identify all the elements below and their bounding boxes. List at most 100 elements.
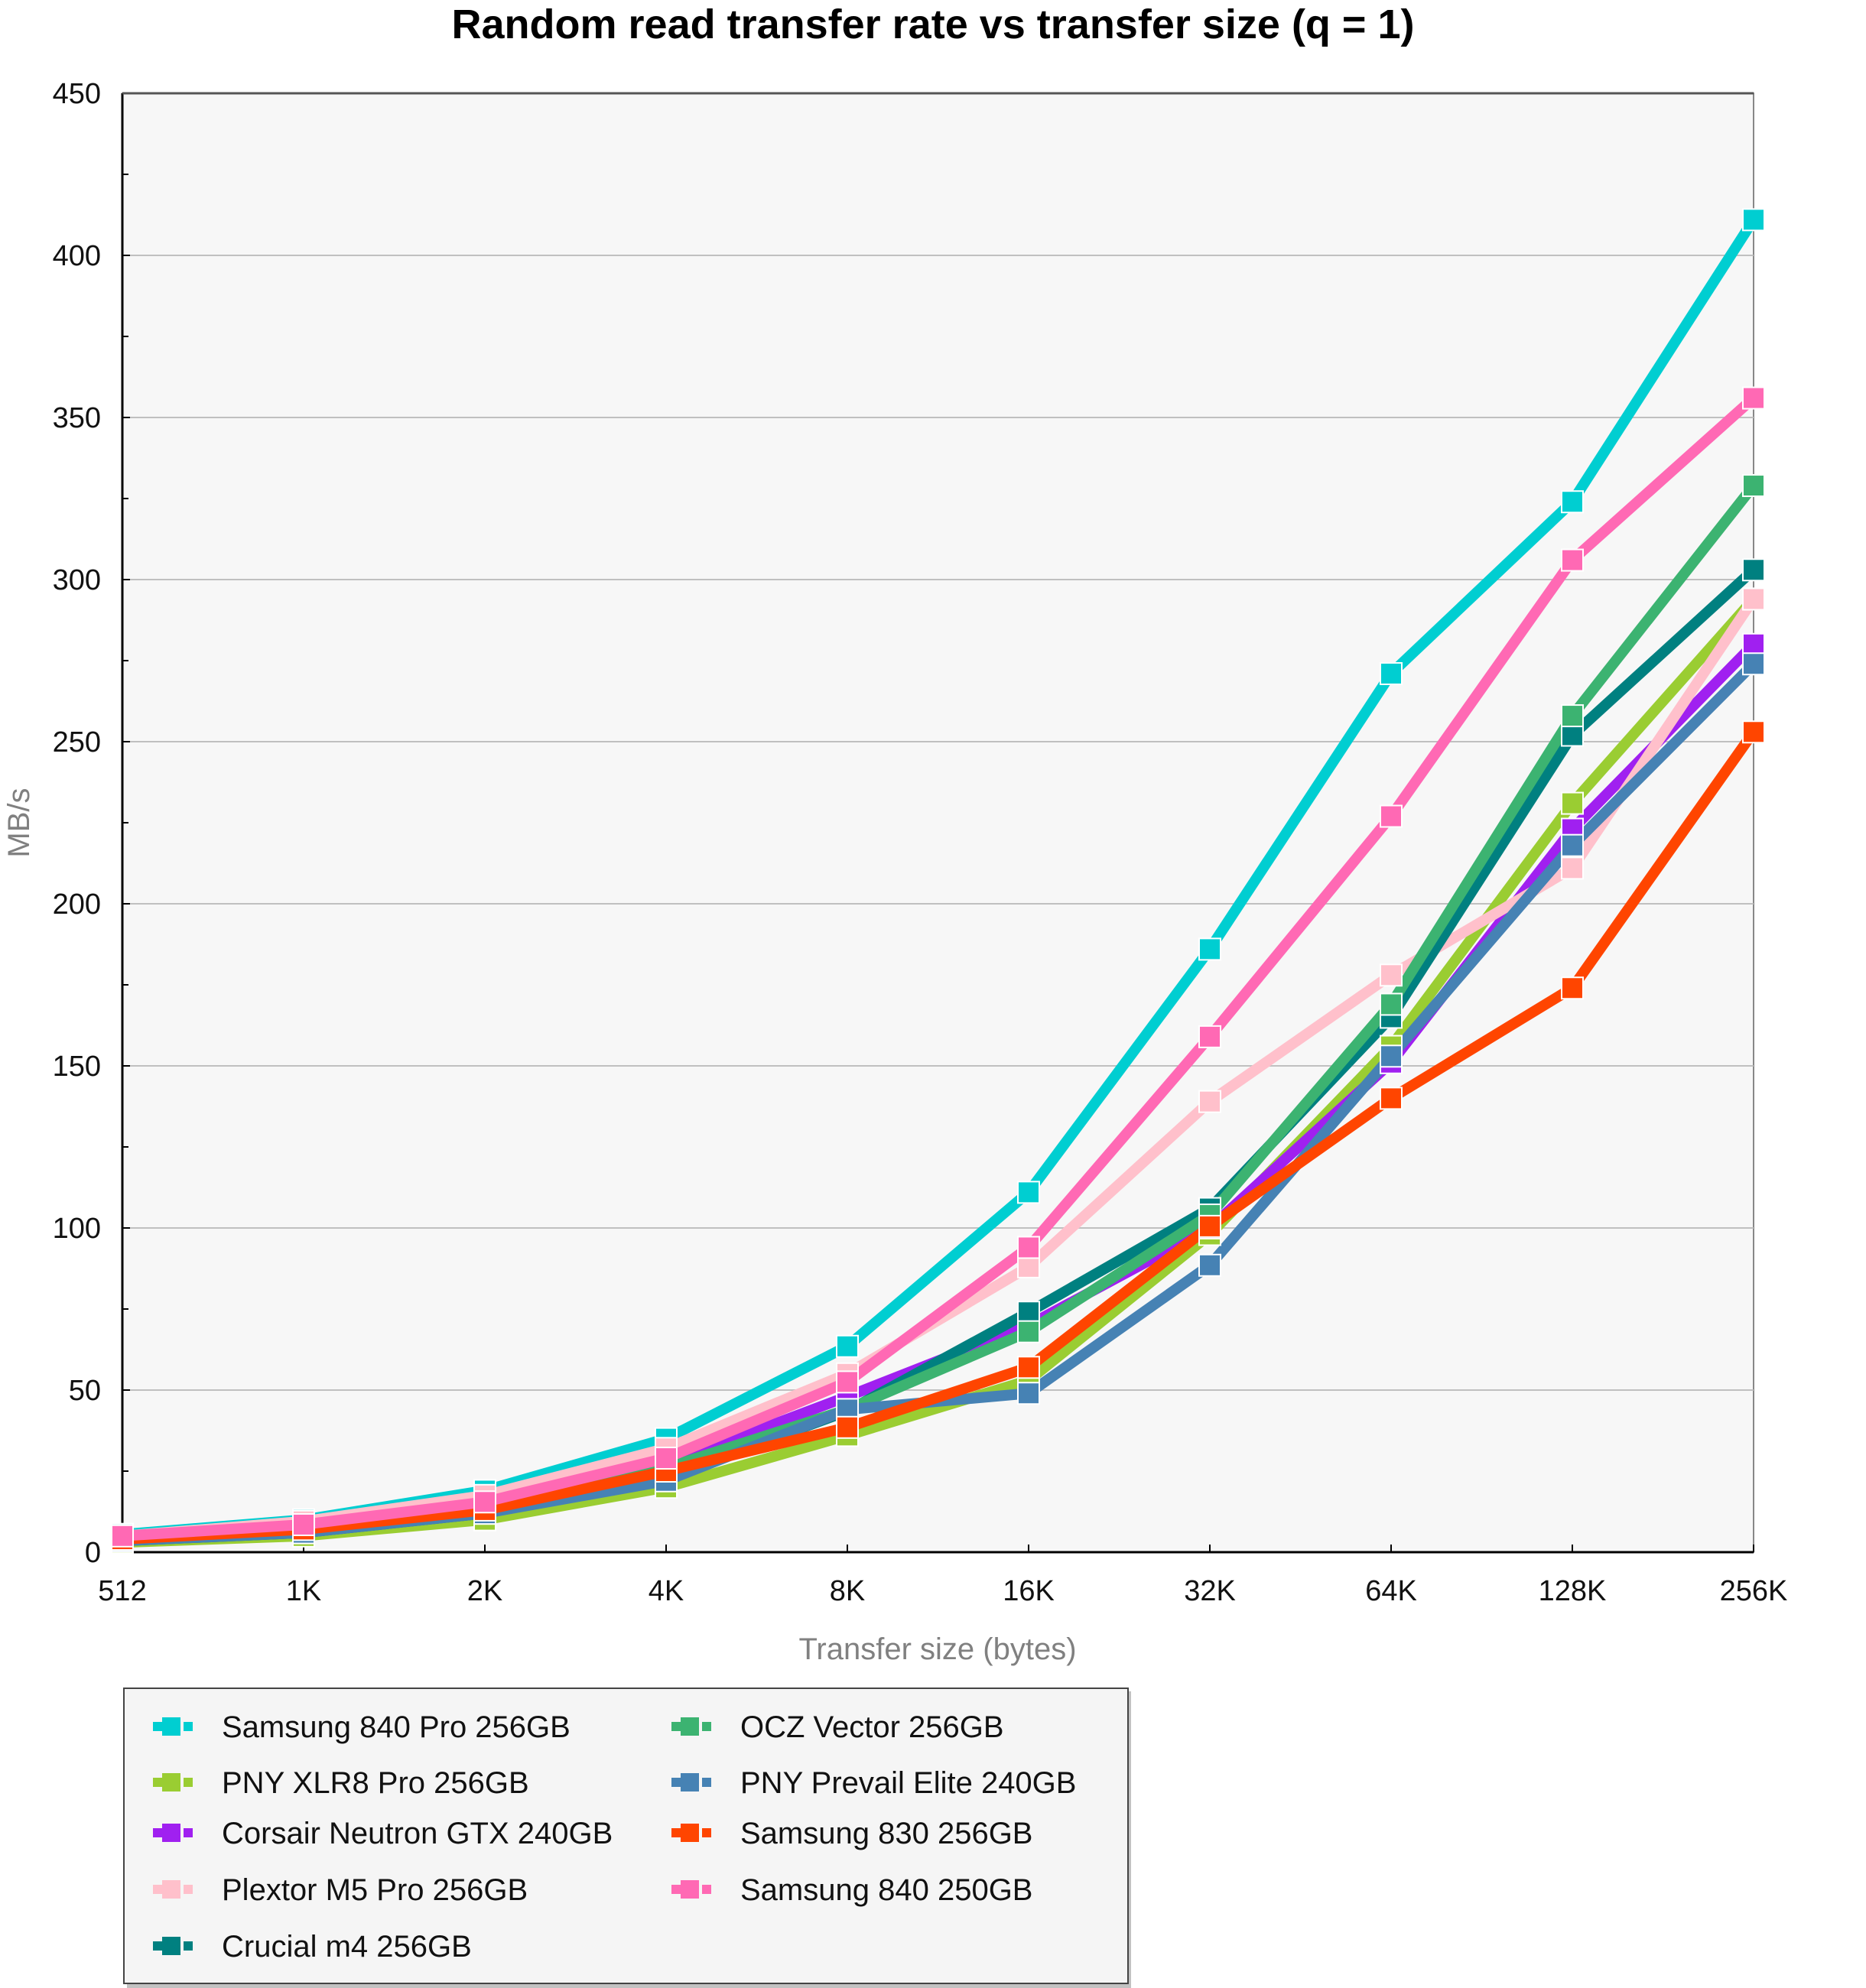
data-point xyxy=(1561,976,1584,1000)
legend-marker-icon xyxy=(162,1880,180,1899)
data-point xyxy=(1742,474,1765,498)
legend-label: PNY Prevail Elite 240GB xyxy=(740,1766,1076,1800)
gridlines xyxy=(122,255,1754,1391)
x-tick-label: 1K xyxy=(286,1575,321,1607)
y-tick-label: 400 xyxy=(53,240,101,272)
data-point xyxy=(1017,1301,1040,1324)
data-point xyxy=(655,1447,678,1470)
data-point xyxy=(1561,548,1584,572)
data-point xyxy=(836,1415,859,1439)
data-point xyxy=(473,1490,496,1514)
data-point xyxy=(1561,856,1584,880)
legend-item: PNY XLR8 Pro 256GB xyxy=(153,1766,529,1800)
legend-label: Crucial m4 256GB xyxy=(222,1930,472,1964)
x-tick-label: 128K xyxy=(1539,1575,1607,1607)
y-tick-label: 100 xyxy=(53,1213,101,1245)
data-point xyxy=(1198,1090,1221,1113)
legend-item: Corsair Neutron GTX 240GB xyxy=(153,1817,613,1850)
x-tick-label: 2K xyxy=(467,1575,502,1607)
legend-label: Samsung 830 256GB xyxy=(740,1817,1032,1850)
data-point xyxy=(1380,992,1403,1016)
data-point xyxy=(1017,1181,1040,1204)
x-axis-label: Transfer size (bytes) xyxy=(798,1632,1076,1666)
legend-item: Plextor M5 Pro 256GB xyxy=(153,1873,528,1907)
legend-marker-icon xyxy=(162,1773,180,1791)
data-point xyxy=(1198,937,1221,961)
x-tick-label: 16K xyxy=(1003,1575,1055,1607)
legend-item: Samsung 830 256GB xyxy=(671,1817,1032,1850)
x-tick-label: 4K xyxy=(649,1575,684,1607)
data-point xyxy=(1380,963,1403,987)
data-point xyxy=(1380,1087,1403,1110)
y-tick-label: 150 xyxy=(53,1051,101,1083)
data-point xyxy=(1561,704,1584,728)
y-tick-label: 450 xyxy=(53,78,101,110)
legend-marker-icon xyxy=(681,1717,699,1736)
legend-item: Crucial m4 256GB xyxy=(153,1930,472,1964)
data-point xyxy=(111,1524,134,1548)
legend-marker-icon xyxy=(681,1880,699,1899)
data-point xyxy=(1017,1320,1040,1343)
legend-item: Samsung 840 Pro 256GB xyxy=(153,1710,571,1744)
legend-label: Samsung 840 250GB xyxy=(740,1873,1032,1907)
legend-item: PNY Prevail Elite 240GB xyxy=(671,1766,1076,1800)
data-point xyxy=(1561,791,1584,815)
legend-marker-icon xyxy=(162,1717,180,1736)
y-tick-label: 250 xyxy=(53,726,101,758)
data-point xyxy=(1742,720,1765,744)
data-point xyxy=(1742,652,1765,676)
data-point xyxy=(1198,1253,1221,1277)
legend-label: Plextor M5 Pro 256GB xyxy=(222,1873,528,1907)
legend-label: OCZ Vector 256GB xyxy=(740,1710,1004,1744)
data-point xyxy=(1380,661,1403,685)
legend: Samsung 840 Pro 256GB PNY XLR8 Pro 256GB C… xyxy=(123,1688,1131,1988)
legend-marker-icon xyxy=(681,1824,699,1842)
legend-label: Samsung 840 Pro 256GB xyxy=(222,1710,571,1744)
x-tick-label: 32K xyxy=(1184,1575,1236,1607)
legend-marker-icon xyxy=(162,1824,180,1842)
legend-marker-icon xyxy=(162,1937,180,1955)
y-axis-label: MB/s xyxy=(2,788,36,857)
legend-label: PNY XLR8 Pro 256GB xyxy=(222,1766,529,1800)
y-tick-label: 50 xyxy=(69,1375,101,1407)
y-tick-label: 0 xyxy=(85,1537,101,1569)
legend-marker-icon xyxy=(681,1773,699,1791)
x-tick-label: 256K xyxy=(1720,1575,1788,1607)
x-axis: 512 1K 2K 4K 8K 16K 32K 64K 128K 256K xyxy=(98,92,1788,1607)
data-point xyxy=(1380,804,1403,828)
x-tick-label: 512 xyxy=(98,1575,146,1607)
data-point xyxy=(1198,1214,1221,1238)
data-point xyxy=(292,1512,315,1536)
data-point xyxy=(1742,587,1765,611)
data-point xyxy=(1742,632,1765,656)
data-point xyxy=(1017,1236,1040,1259)
data-point xyxy=(1742,558,1765,582)
data-point xyxy=(1017,1382,1040,1405)
legend-label: Corsair Neutron GTX 240GB xyxy=(222,1817,613,1850)
data-point xyxy=(836,1334,859,1358)
y-tick-label: 300 xyxy=(53,564,101,596)
x-tick-label: 8K xyxy=(830,1575,865,1607)
y-axis: 0 50 100 150 200 250 300 350 400 450 xyxy=(53,78,130,1569)
series-line-8 xyxy=(122,394,1757,1541)
data-point xyxy=(1742,208,1765,232)
data-point xyxy=(1561,833,1584,857)
x-tick-label: 64K xyxy=(1365,1575,1417,1607)
data-point xyxy=(1561,723,1584,747)
legend-item: OCZ Vector 256GB xyxy=(671,1710,1004,1744)
chart-title: Random read transfer rate vs transfer si… xyxy=(452,2,1415,47)
y-tick-label: 350 xyxy=(53,402,101,434)
data-point xyxy=(1561,490,1584,514)
series-group xyxy=(111,208,1765,1554)
series-line-7 xyxy=(122,729,1758,1545)
legend-box xyxy=(123,1688,1129,1984)
data-point xyxy=(836,1370,859,1394)
legend-item: Samsung 840 250GB xyxy=(671,1873,1032,1907)
data-point xyxy=(1017,1356,1040,1379)
data-point xyxy=(1380,1044,1403,1068)
data-point xyxy=(1017,1255,1040,1278)
data-point xyxy=(1198,1025,1221,1048)
data-point xyxy=(1742,386,1765,410)
y-tick-label: 200 xyxy=(53,888,101,921)
